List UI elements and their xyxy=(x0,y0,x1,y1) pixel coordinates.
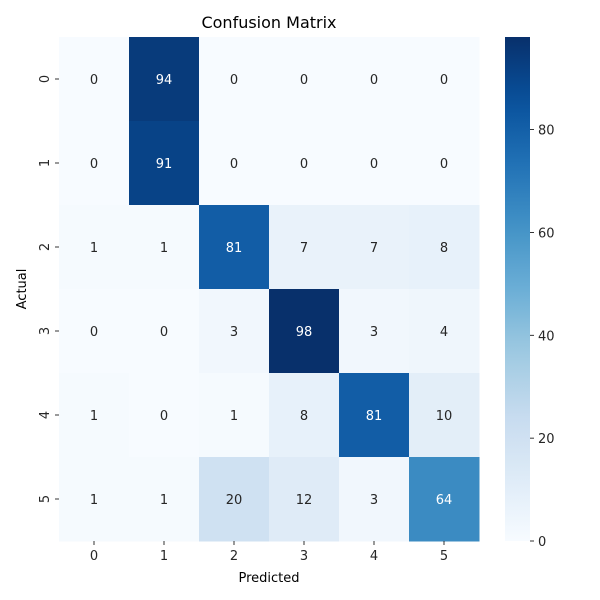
heatmap-cell xyxy=(129,373,200,458)
heatmap-cell xyxy=(199,289,270,374)
cell-value-label: 8 xyxy=(300,409,308,424)
cell-value-label: 0 xyxy=(300,73,308,88)
chart-title: Confusion Matrix xyxy=(201,13,336,32)
y-tick-label: 2 xyxy=(38,243,53,251)
colorbar-ticks: 0 20 40 60 80 xyxy=(530,124,555,550)
heatmap-cell xyxy=(269,457,340,542)
heatmap-cells: 0 94 0 0 0 00 91 0 0 0 01 1 81 7 7 80 0 3 98 3 41 0 1 8 81 101 1 20… xyxy=(59,37,480,542)
cell-value-label: 64 xyxy=(436,493,453,508)
x-axis-label: Predicted xyxy=(238,571,299,586)
cell-value-label: 0 xyxy=(440,157,448,172)
heatmap-cell xyxy=(409,289,480,374)
heatmap-cell xyxy=(129,121,200,206)
heatmap-cell xyxy=(59,205,130,290)
cell-value-label: 12 xyxy=(296,493,313,508)
heatmap-cell xyxy=(59,289,130,374)
y-axis-label: Actual xyxy=(15,269,30,310)
heatmap-cell xyxy=(199,457,270,542)
heatmap-cell xyxy=(199,373,270,458)
y-tick-label: 0 xyxy=(38,75,53,83)
cell-value-label: 0 xyxy=(370,73,378,88)
y-tick-label: 4 xyxy=(38,411,53,419)
cell-value-label: 10 xyxy=(436,409,453,424)
heatmap-cell xyxy=(409,121,480,206)
heatmap-cell xyxy=(59,37,130,122)
y-axis-ticks: 0 1 2 3 4 5 xyxy=(38,75,59,503)
cell-value-label: 3 xyxy=(370,493,378,508)
cell-value-label: 91 xyxy=(156,157,173,172)
heatmap-cell xyxy=(339,373,410,458)
y-tick-label: 1 xyxy=(38,159,53,167)
heatmap-cell xyxy=(129,457,200,542)
cell-value-label: 8 xyxy=(440,241,448,256)
heatmap-cell xyxy=(339,37,410,122)
cell-value-label: 81 xyxy=(226,241,243,256)
x-axis-ticks: 0 1 2 3 4 5 xyxy=(90,541,448,564)
heatmap-cell xyxy=(269,121,340,206)
y-tick-label: 5 xyxy=(38,495,53,503)
cell-value-label: 7 xyxy=(370,241,378,256)
colorbar-tick-label: 40 xyxy=(538,329,555,344)
heatmap-cell xyxy=(339,121,410,206)
heatmap-cell xyxy=(409,457,480,542)
x-tick-label: 4 xyxy=(370,549,378,564)
heatmap-cell xyxy=(269,205,340,290)
heatmap-cell xyxy=(269,373,340,458)
heatmap-cell xyxy=(59,121,130,206)
y-tick-label: 3 xyxy=(38,327,53,335)
cell-value-label: 0 xyxy=(370,157,378,172)
heatmap-cell xyxy=(409,205,480,290)
cell-value-label: 0 xyxy=(230,157,238,172)
cell-value-label: 1 xyxy=(90,409,98,424)
cell-value-label: 0 xyxy=(90,157,98,172)
colorbar-tick-label: 0 xyxy=(538,535,546,550)
cell-value-label: 0 xyxy=(300,157,308,172)
cell-value-label: 3 xyxy=(230,325,238,340)
heatmap-cell xyxy=(339,457,410,542)
cell-value-label: 1 xyxy=(230,409,238,424)
heatmap-cell xyxy=(339,205,410,290)
colorbar-tick-label: 80 xyxy=(538,124,555,139)
x-tick-label: 3 xyxy=(300,549,308,564)
cell-value-label: 3 xyxy=(370,325,378,340)
x-tick-label: 0 xyxy=(90,549,98,564)
cell-value-label: 94 xyxy=(156,73,173,88)
cell-value-label: 20 xyxy=(226,493,243,508)
cell-value-label: 81 xyxy=(366,409,383,424)
heatmap-cell xyxy=(339,289,410,374)
heatmap-cell xyxy=(269,289,340,374)
cell-value-label: 7 xyxy=(300,241,308,256)
cell-value-label: 1 xyxy=(90,493,98,508)
colorbar-tick-label: 60 xyxy=(538,226,555,241)
heatmap-cell xyxy=(409,373,480,458)
cell-value-label: 98 xyxy=(296,325,313,340)
cell-value-label: 0 xyxy=(160,325,168,340)
heatmap-cell xyxy=(129,205,200,290)
cell-value-label: 0 xyxy=(160,409,168,424)
cell-value-label: 0 xyxy=(90,325,98,340)
heatmap-cell xyxy=(129,37,200,122)
heatmap-cell xyxy=(199,121,270,206)
heatmap-cell xyxy=(199,205,270,290)
colorbar-tick-label: 20 xyxy=(538,432,555,447)
cell-value-label: 4 xyxy=(440,325,448,340)
heatmap-cell xyxy=(409,37,480,122)
heatmap-cell xyxy=(59,457,130,542)
heatmap-cell xyxy=(269,37,340,122)
heatmap-cell xyxy=(59,373,130,458)
cell-value-label: 0 xyxy=(230,73,238,88)
cell-value-label: 0 xyxy=(440,73,448,88)
cell-value-label: 0 xyxy=(90,73,98,88)
cell-value-label: 1 xyxy=(90,241,98,256)
colorbar xyxy=(505,37,530,541)
heatmap-cell xyxy=(199,37,270,122)
x-tick-label: 2 xyxy=(230,549,238,564)
heatmap-cell xyxy=(129,289,200,374)
cell-value-label: 1 xyxy=(160,493,168,508)
cell-value-label: 1 xyxy=(160,241,168,256)
x-tick-label: 1 xyxy=(160,549,168,564)
x-tick-label: 5 xyxy=(440,549,448,564)
